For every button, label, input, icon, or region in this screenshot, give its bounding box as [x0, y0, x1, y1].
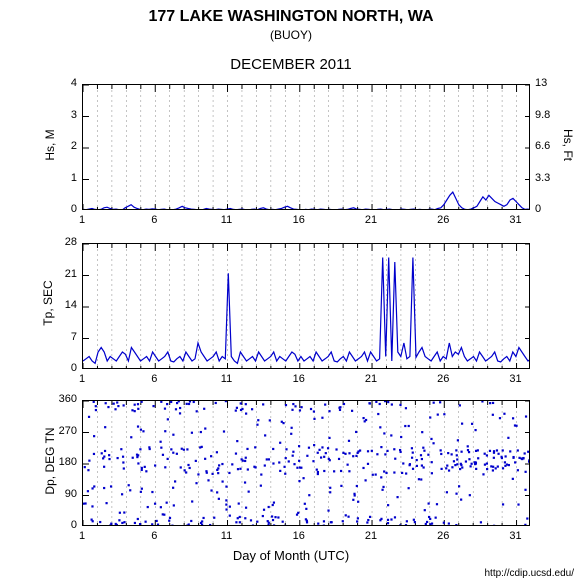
chart-date-title: DECEMBER 2011 — [0, 56, 582, 73]
ylabel-tp: Tp, SEC — [41, 273, 55, 333]
tick-label: 1 — [67, 214, 97, 226]
tick-label: 26 — [428, 530, 458, 542]
tick-label: 6 — [139, 373, 169, 385]
ylabel-hs-right: Hs, Ft — [561, 115, 575, 175]
tick-label: 16 — [284, 214, 314, 226]
plot-hs — [82, 84, 530, 210]
tick-label: 7 — [71, 331, 77, 343]
tick-label: 270 — [59, 425, 77, 437]
tick-label: 6.6 — [535, 140, 550, 152]
plot-tp — [82, 243, 530, 369]
xlabel: Day of Month (UTC) — [0, 548, 582, 563]
tick-label: 31 — [501, 373, 531, 385]
tick-label: 21 — [356, 530, 386, 542]
tick-label: 21 — [65, 268, 77, 280]
footer-url: http://cdip.ucsd.edu/ — [484, 568, 574, 579]
tick-label: 16 — [284, 530, 314, 542]
tick-label: 14 — [65, 299, 77, 311]
tick-label: 31 — [501, 214, 531, 226]
tick-label: 21 — [356, 214, 386, 226]
tick-label: 11 — [212, 373, 242, 385]
tick-label: 1 — [67, 373, 97, 385]
plot-dp — [82, 400, 530, 526]
tick-label: 3.3 — [535, 172, 550, 184]
tick-label: 26 — [428, 373, 458, 385]
chart-container: { "header": { "title": "177 LAKE WASHING… — [0, 0, 582, 581]
tick-label: 90 — [65, 488, 77, 500]
tick-label: 26 — [428, 214, 458, 226]
subtitle: (BUOY) — [0, 28, 582, 42]
tick-label: 1 — [67, 530, 97, 542]
tick-label: 21 — [356, 373, 386, 385]
tick-label: 31 — [501, 530, 531, 542]
tick-label: 16 — [284, 373, 314, 385]
tick-label: 6 — [139, 530, 169, 542]
main-title: 177 LAKE WASHINGTON NORTH, WA — [0, 8, 582, 26]
tick-label: 6 — [139, 214, 169, 226]
tick-label: 1 — [71, 172, 77, 184]
tick-label: 28 — [65, 236, 77, 248]
tick-label: 0 — [535, 203, 541, 215]
tick-label: 11 — [212, 214, 242, 226]
tick-label: 2 — [71, 140, 77, 152]
tick-label: 4 — [71, 77, 77, 89]
tick-label: 11 — [212, 530, 242, 542]
tick-label: 3 — [71, 109, 77, 121]
tick-label: 360 — [59, 393, 77, 405]
ylabel-dp: Dp, DEG TN — [43, 421, 57, 501]
tick-label: 13 — [535, 77, 547, 89]
ylabel-hs-left: Hs, M — [43, 115, 57, 175]
tick-label: 180 — [59, 456, 77, 468]
tick-label: 9.8 — [535, 109, 550, 121]
